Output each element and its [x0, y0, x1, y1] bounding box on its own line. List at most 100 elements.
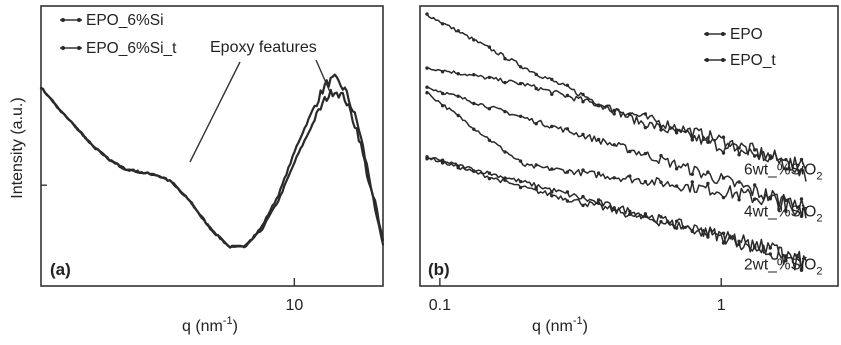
- panel-b-series-0-point-6: [518, 65, 523, 69]
- panel-b-series-0-point-21: [753, 154, 757, 158]
- panel-b-series-5-point-21: [753, 246, 757, 250]
- panel-b-series-4-point-6: [518, 185, 523, 190]
- panel-b-series-5-point-18: [706, 233, 710, 237]
- panel-b-xlabel: q (nm-1): [532, 315, 588, 335]
- panel-b-series-label-1-text: 4wt_%SiO: [744, 203, 816, 220]
- panel-b-series-0-point-16: [674, 131, 679, 135]
- panel-b-series-0-point-1: [440, 22, 445, 26]
- legend-b-marker-1: [705, 32, 709, 36]
- panel-b-series-2-point-1: [440, 104, 445, 108]
- panel-a-xtick-label-0: 10: [285, 297, 303, 314]
- panel-b-series-1-point-18: [706, 140, 710, 144]
- panel-b-series-3-point-6: [518, 114, 523, 119]
- panel-b-series-5-point-20: [737, 242, 741, 246]
- panel-b-series-3-point-19: [721, 176, 726, 180]
- panel-b-series-2-point-19: [721, 195, 726, 200]
- panel-b-series-3-point-9: [565, 127, 570, 131]
- panel-b-series-1-point-9: [565, 93, 570, 98]
- panel-b-series-0-point-17: [690, 138, 694, 142]
- panel-b-series-4-point-15: [659, 220, 663, 224]
- panel-a-xlabel-text: q (nm: [182, 318, 223, 335]
- panel-b-series-5-point-0: [425, 155, 429, 159]
- panel-b-series-2-point-12: [612, 176, 616, 180]
- panel-b-series-5-point-3: [472, 169, 476, 173]
- panel-b-series-1-point-3: [472, 73, 476, 77]
- panel-b-series-2-point-20: [737, 198, 741, 202]
- panel-b-series-1-point-14: [643, 112, 648, 116]
- panel-b-ticks: 0.1 1: [429, 278, 726, 314]
- panel-b-series-1-point-10: [581, 100, 585, 104]
- panel-b-series-3-point-17: [690, 172, 694, 176]
- panel-b-series-4-point-9: [565, 199, 570, 203]
- panel-a-series: [39, 73, 385, 249]
- panel-b-series-0-point-24: [799, 157, 804, 162]
- panel-b-series-1-point-17: [690, 135, 694, 140]
- panel-b-series-3-point-10: [581, 132, 585, 137]
- panel-b-series-3-point-0: [425, 85, 429, 89]
- panel-b-series-2-point-13: [628, 174, 632, 178]
- panel-b-series-3-point-16: [674, 167, 679, 171]
- panel-b-series-2-point-9: [565, 170, 570, 174]
- panel-b-series-2-point-8: [550, 167, 554, 171]
- panel-b-series-label-0-sub: 2: [816, 170, 822, 182]
- panel-a-legend: EPO_6%Si EPO_6%Si_t: [60, 12, 177, 57]
- panel-b-series-4-point-8: [550, 194, 554, 198]
- panel-b-series-1-point-15: [659, 125, 663, 129]
- panel-b-series-5-point-4: [487, 171, 492, 175]
- panel-b-series-1-point-5: [503, 80, 507, 85]
- panel-b-series-1-point-23: [784, 167, 788, 171]
- panel-b-series-3-point-8: [550, 124, 554, 129]
- panel-b-series-4-point-22: [768, 246, 772, 250]
- panel-b-series-2-point-6: [518, 159, 523, 163]
- panel-b-series-5-point-19: [721, 231, 726, 235]
- panel-b-series-0-point-4: [487, 45, 492, 49]
- panel-b-series-4-point-20: [737, 239, 741, 243]
- panel-b-series-2-point-0: [425, 91, 429, 95]
- panel-b-series-3-point-22: [768, 197, 772, 201]
- panel-b-series-1-point-0: [425, 66, 429, 70]
- panel-b-series-0-point-0: [425, 12, 429, 16]
- panel-b-series-2-point-3: [472, 127, 476, 131]
- panel-b-series-4-point-4: [487, 176, 492, 181]
- legend-a-entry-1: EPO_6%Si: [86, 12, 164, 29]
- panel-b-series-1-point-1: [440, 70, 445, 74]
- panel-b-series-0-point-15: [659, 128, 663, 132]
- panel-b-series-2-point-10: [581, 168, 585, 172]
- panel-b-series-label-1-sub: 2: [816, 212, 822, 224]
- panel-b-series-5-point-16: [674, 219, 679, 223]
- panel-b-series-4-point-14: [643, 212, 648, 216]
- panel-a-label: (a): [50, 260, 71, 279]
- panel-b-series-2-line: [426, 91, 807, 219]
- panel-b-series-3-point-4: [487, 107, 492, 111]
- panel-a-ylabel: Intensity (a.u.): [9, 97, 26, 198]
- panel-b-series-1-point-13: [628, 112, 632, 116]
- panel-b-xlabel-end: ): [583, 318, 588, 335]
- panel-b-series-1-point-21: [753, 148, 757, 152]
- panel-b-series-5-point-11: [596, 198, 601, 202]
- panel-b-series-3-point-7: [534, 122, 538, 126]
- annotation-line-left: [189, 61, 241, 163]
- panel-b-series-5-point-2: [456, 164, 460, 168]
- panel-b-series-3-point-2: [456, 94, 460, 98]
- panel-b-xlabel-text: q (nm: [532, 318, 573, 335]
- panel-b-series-5-point-17: [690, 229, 694, 234]
- panel-b: 0.1 1 q (nm-1) (b) EPO EPO_t 6wt_%SiO24wt…: [419, 5, 839, 335]
- panel-b-series-0-point-5: [503, 57, 507, 61]
- panel-b-series-3-point-23: [784, 209, 788, 214]
- panel-b-series-5-point-7: [534, 185, 538, 190]
- panel-b-series-5-point-22: [768, 252, 772, 256]
- panel-b-series-3-point-21: [753, 183, 757, 187]
- panel-b-label: (b): [428, 260, 450, 279]
- legend-b-marker-2: [705, 58, 709, 62]
- panel-b-series-0-point-19: [721, 151, 726, 155]
- panel-b-series-5-point-6: [518, 179, 523, 184]
- panel-b-series-1-point-19: [721, 135, 726, 139]
- panel-b-series-3-point-14: [643, 151, 648, 156]
- panel-b-series-0-point-10: [581, 92, 585, 97]
- legend-a-marker-2: [61, 46, 65, 50]
- panel-b-series-5-point-24: [799, 267, 804, 271]
- panel-b-series-3-point-13: [628, 149, 632, 154]
- panel-b-series-5-point-8: [550, 190, 554, 194]
- panel-b-series-0-point-12: [612, 112, 616, 116]
